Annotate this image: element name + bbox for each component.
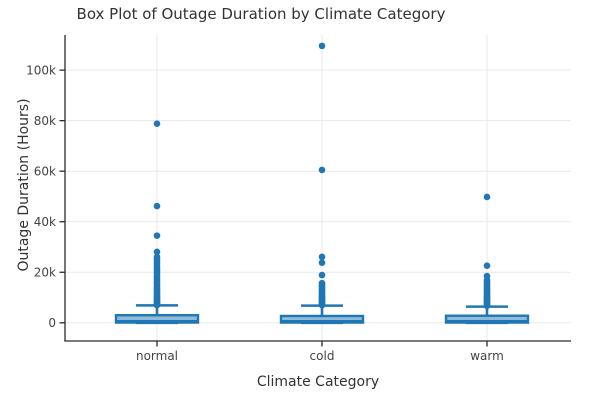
y-tick-label: 40k — [34, 215, 56, 229]
x-tick-label: cold — [310, 349, 335, 363]
y-tick-label: 60k — [34, 164, 56, 178]
outlier-point[interactable] — [318, 166, 326, 174]
y-tick-label: 20k — [34, 265, 56, 279]
outlier-point[interactable] — [318, 301, 326, 309]
y-tick-label: 80k — [34, 114, 56, 128]
outlier-point[interactable] — [483, 262, 491, 270]
outlier-point[interactable] — [483, 193, 491, 201]
x-axis-title: Climate Category — [256, 374, 380, 390]
box-trace-warm[interactable] — [444, 193, 530, 325]
outlier-point[interactable] — [153, 232, 161, 239]
y-tick-label: 0 — [48, 316, 56, 330]
outlier-point[interactable] — [153, 120, 161, 127]
outlier-point[interactable] — [318, 271, 326, 279]
outlier-point[interactable] — [318, 259, 326, 266]
box-trace-cold[interactable] — [279, 42, 365, 325]
outlier-point[interactable] — [483, 302, 491, 310]
outlier-point[interactable] — [318, 42, 326, 50]
y-tick-label: 100k — [26, 63, 56, 77]
chart-title: Box Plot of Outage Duration by Climate C… — [76, 5, 446, 23]
outlier-point[interactable] — [153, 202, 161, 210]
outlier-point[interactable] — [153, 301, 161, 309]
x-tick-label: warm — [470, 349, 504, 363]
x-tick-label: normal — [136, 349, 178, 363]
outlier-point[interactable] — [318, 253, 326, 261]
outlier-point[interactable] — [153, 248, 161, 256]
box-trace-normal[interactable] — [114, 120, 200, 325]
